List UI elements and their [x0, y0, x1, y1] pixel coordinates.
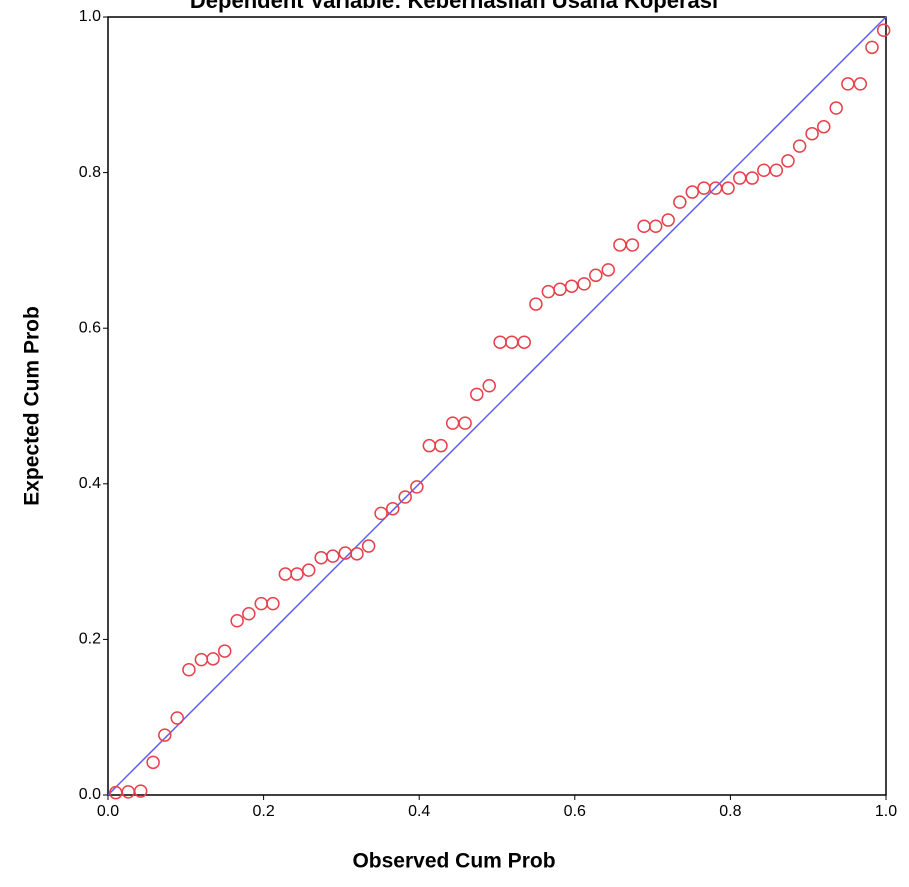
point [182, 662, 196, 677]
point [301, 563, 316, 577]
point [170, 711, 184, 725]
point [146, 755, 160, 770]
point [673, 195, 687, 209]
point [217, 644, 232, 658]
point [133, 784, 148, 798]
y-tick-label: 0.6 [79, 319, 101, 336]
point [385, 501, 400, 516]
point [865, 40, 879, 55]
point [230, 613, 244, 628]
point [829, 101, 843, 115]
point [242, 606, 256, 621]
chart-title: Dependent Variable: Keberhasilan Usaha K… [190, 0, 718, 13]
y-tick-label: 1.0 [79, 8, 101, 25]
point [374, 506, 388, 521]
point [661, 213, 675, 227]
point [529, 297, 543, 311]
point [648, 219, 663, 234]
point [326, 549, 340, 563]
point [577, 277, 591, 291]
point [158, 728, 172, 742]
point [410, 480, 424, 494]
x-tick-label: 0.6 [564, 803, 586, 820]
point [876, 23, 891, 37]
point [290, 567, 304, 581]
point [350, 547, 364, 561]
point [398, 490, 412, 504]
point [685, 185, 700, 199]
point [792, 139, 807, 153]
x-tick-label: 1.0 [875, 803, 897, 820]
point [564, 279, 579, 293]
y-tick-label: 0.8 [79, 164, 101, 181]
point [206, 652, 220, 666]
point [769, 163, 784, 178]
point [601, 263, 616, 277]
x-tick-label: 0.8 [719, 803, 741, 820]
point [458, 416, 472, 430]
y-axis-label: Expected Cum Prob [21, 306, 44, 506]
point [482, 379, 496, 393]
point [470, 387, 484, 402]
point [361, 539, 376, 553]
x-tick-label: 0.2 [252, 803, 274, 820]
x-tick-label: 0.4 [408, 803, 430, 820]
point [853, 77, 868, 91]
point [625, 238, 640, 252]
point [721, 181, 735, 195]
point [805, 126, 819, 141]
point [434, 438, 448, 453]
point [517, 335, 531, 349]
point [781, 154, 795, 168]
point [266, 596, 280, 611]
y-tick-label: 0.2 [79, 631, 101, 648]
x-axis-label: Observed Cum Prob [352, 850, 555, 873]
point [589, 268, 603, 283]
y-tick-label: 0.0 [79, 786, 101, 803]
point [745, 171, 759, 185]
point [817, 119, 831, 134]
y-tick-label: 0.4 [79, 475, 101, 492]
reference-line [107, 16, 887, 796]
x-tick-label: 0.0 [97, 803, 119, 820]
